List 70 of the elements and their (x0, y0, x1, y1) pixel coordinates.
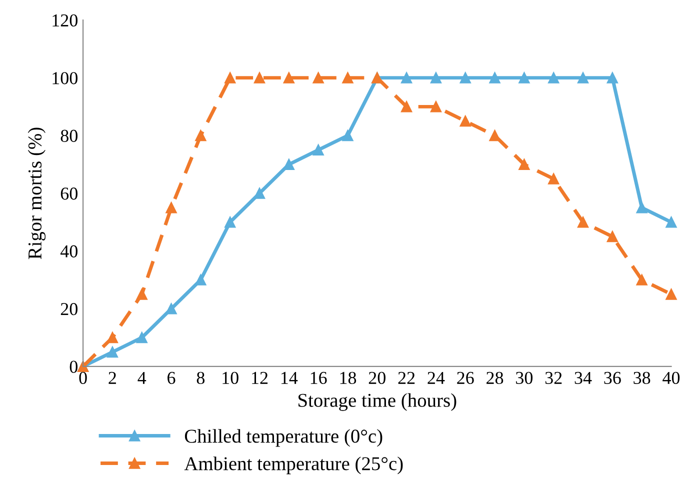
x-tick-label: 34 (574, 372, 592, 384)
x-tick-label: 14 (281, 372, 298, 384)
point (577, 72, 589, 84)
point (283, 158, 294, 170)
point (106, 332, 118, 344)
point (636, 274, 648, 286)
y-tick-label: 40 (60, 245, 78, 258)
point (136, 288, 148, 300)
point (283, 72, 294, 84)
point (430, 72, 442, 84)
y-axis-title: Rigor mortis (%) (28, 128, 46, 260)
point (489, 130, 500, 142)
point (312, 72, 324, 84)
point (342, 130, 354, 142)
y-tick-label: 80 (60, 130, 78, 142)
x-tick-label: 28 (486, 372, 504, 384)
point (342, 72, 354, 84)
x-tick-label: 4 (138, 372, 146, 384)
point (489, 72, 500, 84)
point (254, 188, 266, 199)
y-tick-label: 60 (60, 188, 78, 200)
point (312, 144, 324, 156)
x-tick-label: 16 (310, 372, 327, 384)
point (400, 101, 412, 112)
point (518, 72, 530, 84)
x-tick-label: 30 (516, 372, 533, 384)
point (195, 274, 206, 286)
x-tick-label: 10 (222, 372, 238, 384)
x-tick-label: 36 (604, 372, 621, 384)
x-tick-label: 32 (545, 372, 562, 384)
point (166, 202, 177, 214)
point (224, 72, 236, 84)
y-tick-label: 120 (52, 14, 78, 27)
x-tick-label: 40 (662, 372, 680, 384)
point (606, 231, 618, 242)
x-tick-label: 22 (398, 372, 415, 384)
point (666, 216, 677, 228)
x-tick-label: 20 (368, 372, 386, 384)
point (166, 303, 177, 314)
point (636, 202, 648, 214)
point (254, 72, 266, 84)
x-tick-label: 8 (196, 372, 205, 384)
point (106, 346, 118, 358)
x-tick-label: 12 (252, 372, 268, 384)
legend-label: Ambient temperature (25°c) (184, 456, 403, 474)
point (666, 288, 677, 300)
y-tick-label: 100 (52, 72, 78, 84)
x-tick-label: 26 (457, 372, 474, 384)
legend-label: Chilled temperature (0°c) (184, 429, 382, 447)
x-tick-label: 38 (634, 372, 650, 384)
point (548, 173, 560, 184)
point (518, 158, 530, 170)
x-tick-label: 18 (340, 372, 356, 384)
point (224, 216, 236, 228)
point (606, 72, 618, 84)
x-tick-label: 24 (428, 372, 445, 384)
point (400, 72, 412, 84)
point (430, 101, 442, 112)
point (548, 72, 560, 84)
point (460, 72, 471, 84)
x-tick-label: 0 (79, 372, 87, 384)
x-tick-label: 6 (168, 372, 176, 384)
y-tick-label: 0 (70, 360, 78, 373)
point (136, 332, 148, 344)
point (460, 116, 471, 127)
point (195, 130, 206, 142)
x-tick-label: 2 (108, 372, 116, 384)
point (577, 216, 589, 228)
x-axis-title: Storage time (hours) (298, 393, 456, 411)
y-tick-label: 20 (60, 302, 78, 316)
